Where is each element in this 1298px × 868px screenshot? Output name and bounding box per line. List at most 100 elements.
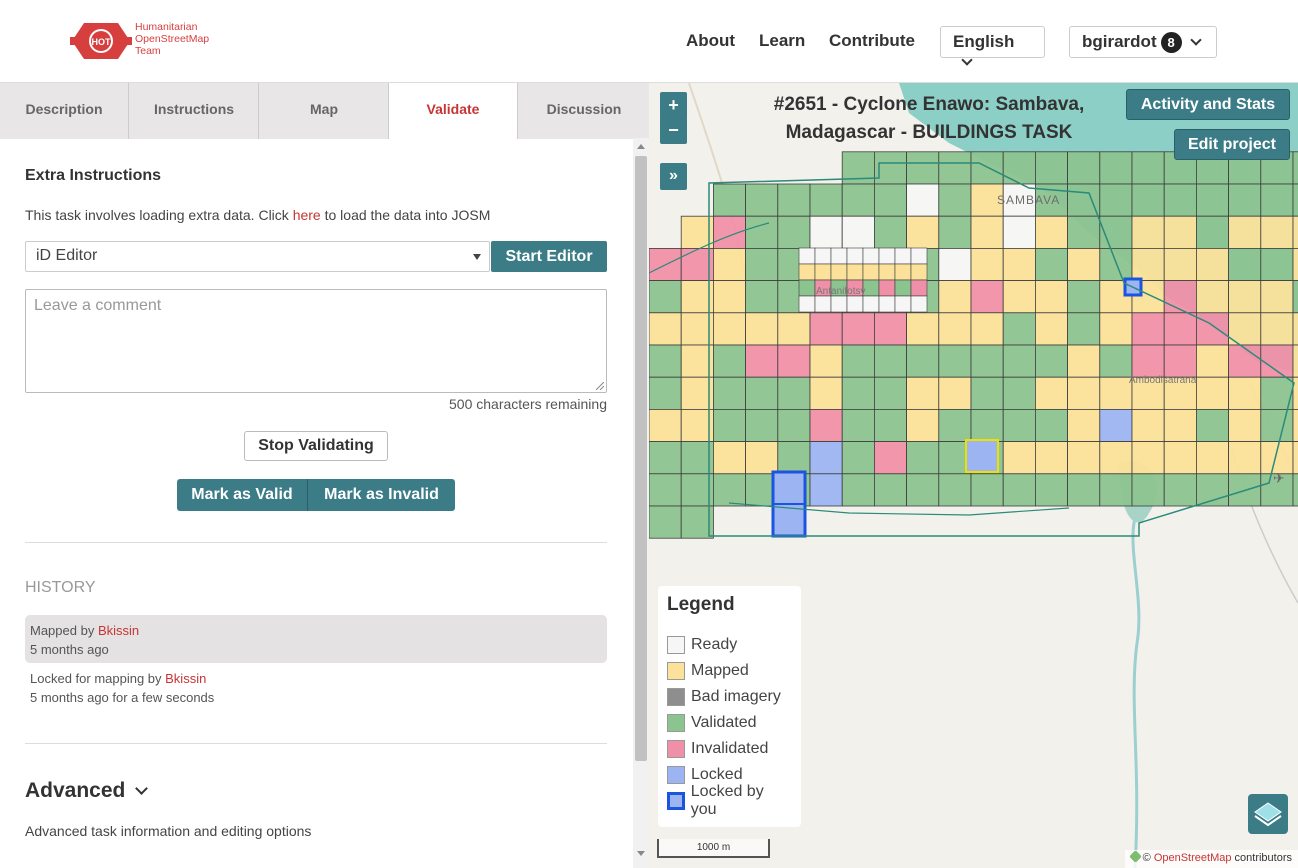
task-cell xyxy=(970,247,1004,281)
task-cell xyxy=(1131,473,1165,507)
task-grid[interactable] xyxy=(649,151,1298,539)
nav-about[interactable]: About xyxy=(686,31,736,50)
advanced-toggle[interactable]: Advanced xyxy=(25,779,149,803)
zoom-in-button[interactable]: + xyxy=(660,92,687,119)
tab-discussion[interactable]: Discussion xyxy=(546,101,622,117)
task-cell xyxy=(1163,183,1197,217)
user-menu[interactable]: bgirardot 8 xyxy=(1069,26,1217,58)
expand-map-button[interactable]: » xyxy=(660,163,687,190)
scroll-down-icon[interactable] xyxy=(637,851,645,856)
scroll-up-icon[interactable] xyxy=(637,144,645,149)
editor-select[interactable]: iD Editor xyxy=(25,241,490,272)
task-cell xyxy=(809,183,843,217)
nav-contribute[interactable]: Contribute xyxy=(829,31,915,50)
mark-invalid-button[interactable]: Mark as Invalid xyxy=(324,486,439,503)
task-cell xyxy=(745,183,779,217)
task-cell xyxy=(873,441,907,475)
task-cell xyxy=(873,183,907,217)
task-cell xyxy=(1099,473,1133,507)
resize-handle-icon[interactable] xyxy=(596,382,604,390)
task-cell xyxy=(841,376,875,410)
place-label-ambodisatrana: Ambodisatrana xyxy=(1129,375,1197,386)
history-entry: Locked for mapping by Bkissin 5 months a… xyxy=(25,663,607,711)
history-user-link[interactable]: Bkissin xyxy=(97,623,140,638)
start-editor-button[interactable]: Start Editor xyxy=(491,241,607,272)
task-subcell xyxy=(910,263,928,281)
legend-item-validated: Validated xyxy=(667,710,792,736)
task-cell xyxy=(809,473,843,507)
task-subcell xyxy=(894,295,912,313)
task-cell xyxy=(809,312,843,346)
task-cell xyxy=(809,344,843,378)
dropdown-arrow-icon xyxy=(473,254,481,260)
task-subcell xyxy=(798,247,816,265)
place-label-antanifotsy: Antanifotsy xyxy=(816,286,865,297)
edit-project-button[interactable]: Edit project xyxy=(1174,129,1290,160)
project-title: #2651 - Cyclone Enawo: Sambava, Madagasc… xyxy=(719,91,1139,147)
task-subcell xyxy=(910,279,928,297)
scroll-thumb[interactable] xyxy=(635,156,647,761)
tab-instructions[interactable]: Instructions xyxy=(130,83,259,139)
language-dropdown[interactable]: English xyxy=(940,26,1045,66)
nav-learn[interactable]: Learn xyxy=(759,31,806,50)
task-cell xyxy=(970,408,1004,442)
tab-map[interactable]: Map xyxy=(260,83,389,139)
task-cell xyxy=(1260,473,1294,507)
task-subcell xyxy=(798,263,816,281)
task-cell xyxy=(777,183,811,217)
legend-swatch xyxy=(667,714,685,732)
task-cell xyxy=(1131,312,1165,346)
layers-button[interactable] xyxy=(1248,794,1288,834)
comment-textarea[interactable]: Leave a comment xyxy=(25,289,607,393)
boundary-line xyxy=(728,502,1070,516)
task-cell xyxy=(1131,344,1165,378)
task-cell xyxy=(1099,408,1133,442)
task-cell xyxy=(1131,215,1165,249)
chevron-down-icon xyxy=(1189,34,1202,46)
history-user-link[interactable]: Bkissin xyxy=(165,671,207,686)
task-cell xyxy=(1228,441,1262,475)
task-subcell xyxy=(846,295,864,313)
load-data-link[interactable]: here xyxy=(292,207,321,223)
tab-description[interactable]: Description xyxy=(0,83,129,139)
task-cell xyxy=(1002,247,1036,281)
history-time: 5 months ago for a few seconds xyxy=(30,690,215,705)
legend-label: Validated xyxy=(691,714,757,731)
history-title: HISTORY xyxy=(25,579,96,596)
task-cell xyxy=(873,344,907,378)
legend-item-mapped: Mapped xyxy=(667,658,792,684)
osm-link[interactable]: OpenStreetMap xyxy=(1153,852,1232,864)
task-cell xyxy=(745,312,779,346)
task-cell xyxy=(1034,247,1068,281)
language-label: English xyxy=(953,32,1015,51)
airport-icon: ✈ xyxy=(1273,470,1285,486)
attribution-prefix: © xyxy=(1142,852,1154,864)
task-cell xyxy=(1002,473,1036,507)
task-cell xyxy=(745,344,779,378)
task-cell xyxy=(1002,280,1036,314)
hot-logo[interactable]: HOT Humanitarian OpenStreetMap Team xyxy=(70,18,230,64)
task-cell xyxy=(906,151,940,185)
task-cell xyxy=(745,215,779,249)
task-cell xyxy=(1067,344,1101,378)
tab-validate[interactable]: Validate xyxy=(389,83,518,139)
task-cell xyxy=(970,376,1004,410)
task-cell xyxy=(1002,183,1036,217)
task-cell xyxy=(906,473,940,507)
extra-instructions-text: This task involves loading extra data. C… xyxy=(25,207,490,223)
zoom-out-button[interactable]: − xyxy=(660,117,687,144)
mark-valid-button[interactable]: Mark as Valid xyxy=(177,479,308,511)
task-map[interactable]: ✈ SAMBAVA Antanifotsy Ambodisatrana + − … xyxy=(649,83,1298,868)
task-cell xyxy=(938,376,972,410)
stop-validating-button[interactable]: Stop Validating xyxy=(244,431,388,461)
panel-scrollbar[interactable] xyxy=(633,138,649,868)
history-action: Mapped by Bkissin xyxy=(30,621,602,640)
task-cell xyxy=(1034,151,1068,185)
task-cell xyxy=(745,408,779,442)
legend-label: Ready xyxy=(691,636,738,653)
task-cell xyxy=(649,408,682,442)
boundary-line xyxy=(649,222,770,274)
activity-and-stats-button[interactable]: Activity and Stats xyxy=(1126,89,1290,120)
river-line xyxy=(1117,467,1141,868)
task-subcell xyxy=(878,279,896,297)
